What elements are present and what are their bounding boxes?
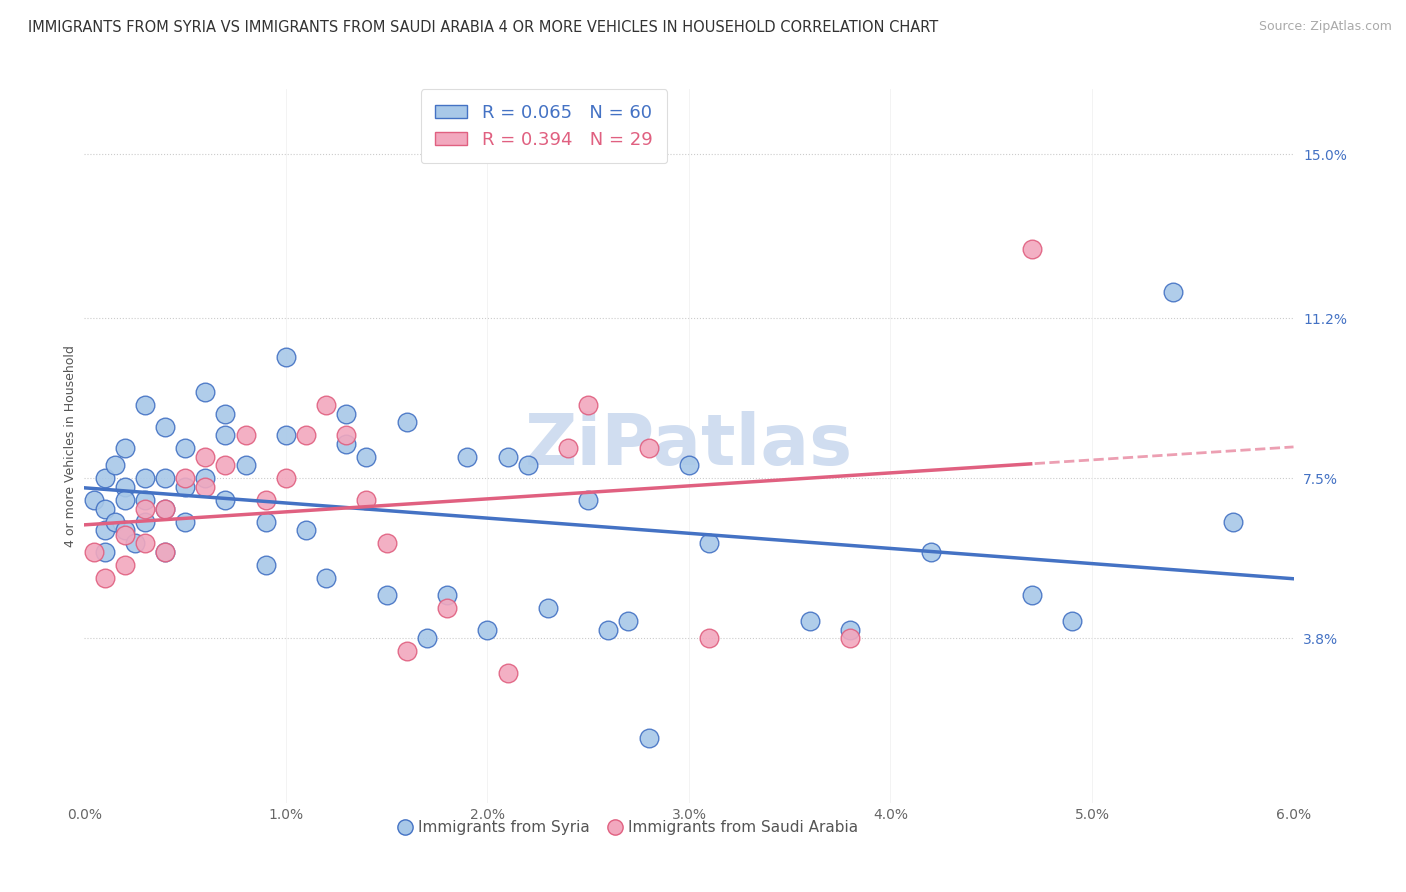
Point <box>254 493 277 508</box>
Point <box>617 614 640 628</box>
Point <box>315 398 337 412</box>
Point <box>214 407 236 421</box>
Point <box>557 441 579 455</box>
Point <box>274 471 297 485</box>
Point <box>254 558 277 572</box>
Point <box>174 441 197 455</box>
Point <box>114 441 136 455</box>
Point <box>678 458 700 473</box>
Point <box>194 384 217 399</box>
Point <box>93 545 115 559</box>
Point <box>456 450 478 464</box>
Point <box>114 527 136 541</box>
Point <box>477 623 499 637</box>
Point <box>235 428 257 442</box>
Point <box>315 571 337 585</box>
Point <box>436 601 458 615</box>
Point <box>1222 515 1244 529</box>
Point <box>799 614 821 628</box>
Point <box>134 515 156 529</box>
Point <box>104 458 127 473</box>
Point <box>839 632 862 646</box>
Point <box>637 731 659 745</box>
Point <box>104 515 127 529</box>
Point <box>375 588 398 602</box>
Point <box>416 632 439 646</box>
Point <box>839 623 862 637</box>
Point <box>335 437 357 451</box>
Point <box>134 501 156 516</box>
Y-axis label: 4 or more Vehicles in Household: 4 or more Vehicles in Household <box>65 345 77 547</box>
Point <box>274 428 297 442</box>
Point <box>153 545 176 559</box>
Point <box>697 632 720 646</box>
Point <box>114 480 136 494</box>
Point <box>537 601 560 615</box>
Point <box>436 588 458 602</box>
Legend: Immigrants from Syria, Immigrants from Saudi Arabia: Immigrants from Syria, Immigrants from S… <box>392 814 865 841</box>
Point <box>93 471 115 485</box>
Point <box>134 493 156 508</box>
Point <box>637 441 659 455</box>
Point <box>153 545 176 559</box>
Point <box>153 501 176 516</box>
Point <box>697 536 720 550</box>
Point <box>114 493 136 508</box>
Point <box>395 415 418 429</box>
Point <box>214 458 236 473</box>
Point <box>356 450 378 464</box>
Point <box>214 493 236 508</box>
Point <box>174 471 197 485</box>
Point <box>598 623 620 637</box>
Point <box>1021 242 1043 256</box>
Point <box>295 524 318 538</box>
Text: ZiPatlas: ZiPatlas <box>524 411 853 481</box>
Point <box>295 428 318 442</box>
Point <box>516 458 538 473</box>
Point <box>1021 588 1043 602</box>
Point <box>134 536 156 550</box>
Point <box>335 407 357 421</box>
Point <box>124 536 146 550</box>
Point <box>395 644 418 658</box>
Point <box>496 450 519 464</box>
Point <box>153 471 176 485</box>
Point <box>920 545 942 559</box>
Point <box>274 351 297 365</box>
Point <box>93 524 115 538</box>
Point <box>1161 285 1184 300</box>
Point <box>576 493 599 508</box>
Point <box>194 450 217 464</box>
Point <box>153 419 176 434</box>
Point <box>335 428 357 442</box>
Text: Source: ZipAtlas.com: Source: ZipAtlas.com <box>1258 20 1392 33</box>
Text: IMMIGRANTS FROM SYRIA VS IMMIGRANTS FROM SAUDI ARABIA 4 OR MORE VEHICLES IN HOUS: IMMIGRANTS FROM SYRIA VS IMMIGRANTS FROM… <box>28 20 938 35</box>
Point <box>114 524 136 538</box>
Point <box>153 501 176 516</box>
Point <box>235 458 257 473</box>
Point <box>194 480 217 494</box>
Point <box>114 558 136 572</box>
Point <box>174 480 197 494</box>
Point <box>83 493 105 508</box>
Point <box>356 493 378 508</box>
Point <box>134 471 156 485</box>
Point <box>576 398 599 412</box>
Point <box>254 515 277 529</box>
Point <box>375 536 398 550</box>
Point <box>174 515 197 529</box>
Point <box>93 501 115 516</box>
Point <box>194 471 217 485</box>
Point <box>214 428 236 442</box>
Point <box>496 666 519 681</box>
Point <box>83 545 105 559</box>
Point <box>93 571 115 585</box>
Point <box>1060 614 1083 628</box>
Point <box>134 398 156 412</box>
